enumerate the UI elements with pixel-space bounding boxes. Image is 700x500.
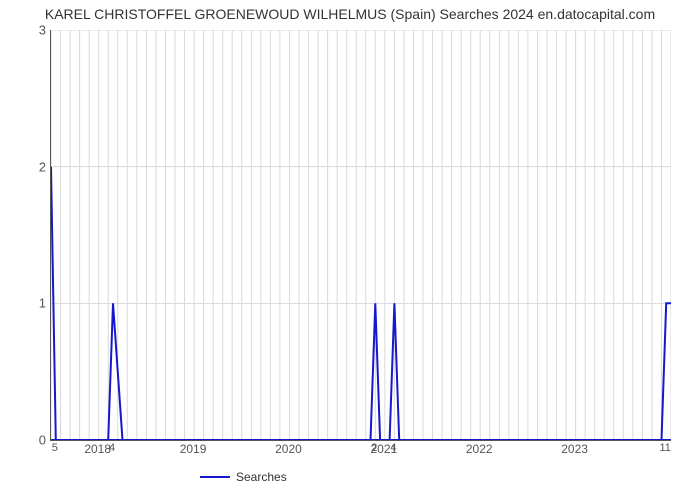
legend-swatch	[200, 476, 230, 478]
legend-label: Searches	[236, 470, 287, 484]
y-axis-tick: 3	[0, 23, 46, 38]
data-point-label: 4	[109, 442, 115, 454]
y-axis-tick: 2	[0, 159, 46, 174]
x-axis-tick: 2023	[561, 442, 588, 456]
x-axis-tick: 2018	[84, 442, 111, 456]
chart-plot-area	[50, 30, 671, 441]
data-point-label: 5	[52, 442, 58, 454]
data-point-label: 11	[660, 442, 671, 454]
data-point-label: 4	[390, 442, 396, 454]
y-axis-tick: 0	[0, 433, 46, 448]
chart-legend: Searches	[200, 470, 287, 484]
y-axis-tick: 1	[0, 296, 46, 311]
data-point-label: 2	[371, 442, 377, 454]
x-axis-tick: 2020	[275, 442, 302, 456]
chart-title: KAREL CHRISTOFFEL GROENEWOUD WILHELMUS (…	[0, 6, 700, 22]
x-axis-tick: 2022	[466, 442, 493, 456]
x-axis-tick: 2019	[180, 442, 207, 456]
chart-line-series	[51, 30, 671, 440]
